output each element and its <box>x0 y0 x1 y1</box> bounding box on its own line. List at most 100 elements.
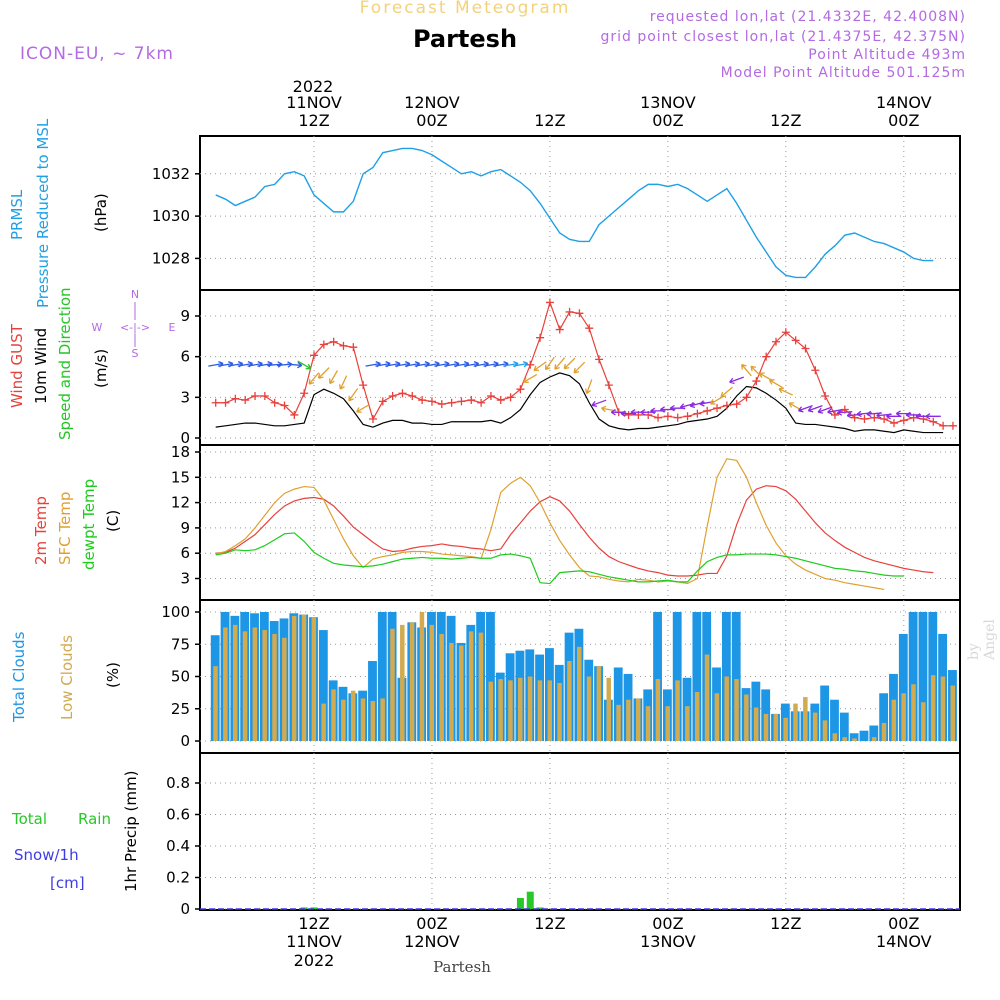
wind-direction-arrow <box>297 360 312 370</box>
gust-marker <box>467 396 476 405</box>
wind-direction-arrow <box>817 406 833 414</box>
gust-marker <box>772 337 781 346</box>
compass-e: E <box>169 321 176 334</box>
gust-marker <box>221 398 230 407</box>
gust-marker <box>418 396 427 405</box>
total-cloud-bar <box>377 612 387 741</box>
gust-marker <box>889 419 898 428</box>
low-cloud-bar <box>527 676 533 741</box>
y-tick-label: 6 <box>180 544 190 562</box>
low-cloud-bar <box>911 684 916 741</box>
low-cloud-bar <box>557 682 562 741</box>
low-cloud-bar <box>793 703 798 741</box>
gust-marker <box>545 298 554 307</box>
panel-frame-4 <box>199 752 961 911</box>
gust-marker <box>693 409 702 418</box>
top-hour-label: 00Z <box>652 111 683 130</box>
rain-bar <box>516 897 524 909</box>
gust-marker <box>781 328 790 337</box>
gust-line <box>215 300 953 427</box>
gust-marker <box>762 352 771 361</box>
low-cloud-bar <box>616 704 621 741</box>
gust-marker <box>948 421 957 430</box>
top-hour-label: 12Z <box>534 111 565 130</box>
compass-n: N <box>131 288 139 301</box>
low-cloud-bar <box>812 712 818 741</box>
panel-frames <box>199 135 961 911</box>
gust-marker <box>368 415 377 424</box>
wind-direction-arrow <box>778 387 793 396</box>
low-cloud-bar <box>586 676 592 741</box>
gust-marker <box>408 391 417 400</box>
gust-marker <box>349 343 358 352</box>
wind-direction-arrow <box>308 372 320 385</box>
pressure-label: PRMSL <box>8 189 26 240</box>
gust-marker <box>486 391 495 400</box>
gust-marker <box>870 413 879 422</box>
axis-labels: 1028103010320369369121518025507510000.20… <box>152 165 200 918</box>
low-cloud-bar <box>734 679 739 741</box>
y-tick-label: 3 <box>180 388 190 406</box>
low-cloud-bar <box>419 612 425 741</box>
total-cloud-bar <box>898 633 908 741</box>
bottom-hour-label: 12Z <box>770 914 801 933</box>
gust-marker <box>595 355 604 364</box>
wind-direction-arrow <box>741 363 752 377</box>
gust-marker <box>752 377 761 386</box>
gust-marker <box>732 400 741 409</box>
total-cloud-bar <box>318 630 328 741</box>
low-cloud-bar <box>822 720 828 741</box>
low-cloud-bar <box>753 707 759 741</box>
low-cloud-bar <box>459 645 464 741</box>
low-cloud-bar <box>272 633 277 741</box>
low-cloud-bar <box>370 701 376 741</box>
bottom-date-label: 11NOV <box>286 932 342 951</box>
low-cloud-bar <box>842 737 847 741</box>
wind-direction-arrow <box>925 413 941 420</box>
gust-marker <box>457 397 466 406</box>
y-tick-label: 0.8 <box>166 774 190 792</box>
low-cloud-bar <box>606 677 611 741</box>
data-marks <box>200 147 960 910</box>
bottom-date-label: 14NOV <box>876 932 932 951</box>
compass-w: W <box>92 321 103 334</box>
top-date-label: 11NOV <box>286 93 342 112</box>
total-cloud-bar <box>908 612 918 741</box>
low-cloud-bar <box>311 617 317 741</box>
low-cloud-bar <box>645 706 651 741</box>
gust-marker <box>516 385 525 394</box>
clouds-unit: (%) <box>104 662 122 688</box>
wind-unit: (m/s) <box>92 349 110 388</box>
low-cloud-bar <box>409 622 415 741</box>
wind-direction-arrow <box>807 405 823 413</box>
temp-sfc-line <box>215 458 885 591</box>
y-tick-label: 6 <box>180 348 190 366</box>
temp-2m-line <box>215 485 934 577</box>
compass-rose: N S W E <-|-> <box>92 288 176 360</box>
low-cloud-bar <box>400 624 405 741</box>
gust-marker <box>899 416 908 425</box>
low-cloud-bar <box>832 733 838 741</box>
total-cloud-bar <box>918 612 928 741</box>
y-tick-label: 0.6 <box>166 806 190 824</box>
model-label: ICON-EU, ~ 7km <box>20 44 174 64</box>
rain-bar <box>536 907 544 909</box>
low-cloud-bar <box>213 666 218 741</box>
y-tick-label: 25 <box>171 700 190 718</box>
y-tick-label: 3 <box>180 570 190 588</box>
low-cloud-bar <box>763 713 769 741</box>
gust-marker <box>447 398 456 407</box>
y-tick-label: 9 <box>180 519 190 537</box>
sfc-temp-label: SFC Temp <box>56 492 74 565</box>
y-tick-label: 1032 <box>152 165 190 183</box>
low-cloud-bar <box>744 694 749 741</box>
low-cloud-bar <box>537 680 543 741</box>
low-cloud-bar <box>321 703 326 741</box>
gust-marker <box>703 406 712 415</box>
total-cloud-bar <box>692 612 702 741</box>
low-cloud-bar <box>783 717 788 741</box>
low-cloud-bar <box>724 676 729 741</box>
point-altitude: Point Altitude 493m <box>808 47 966 63</box>
pressure-desc-label: Pressure Reduced to MSL <box>34 118 52 308</box>
bottom-year-label: 2022 <box>294 951 335 970</box>
